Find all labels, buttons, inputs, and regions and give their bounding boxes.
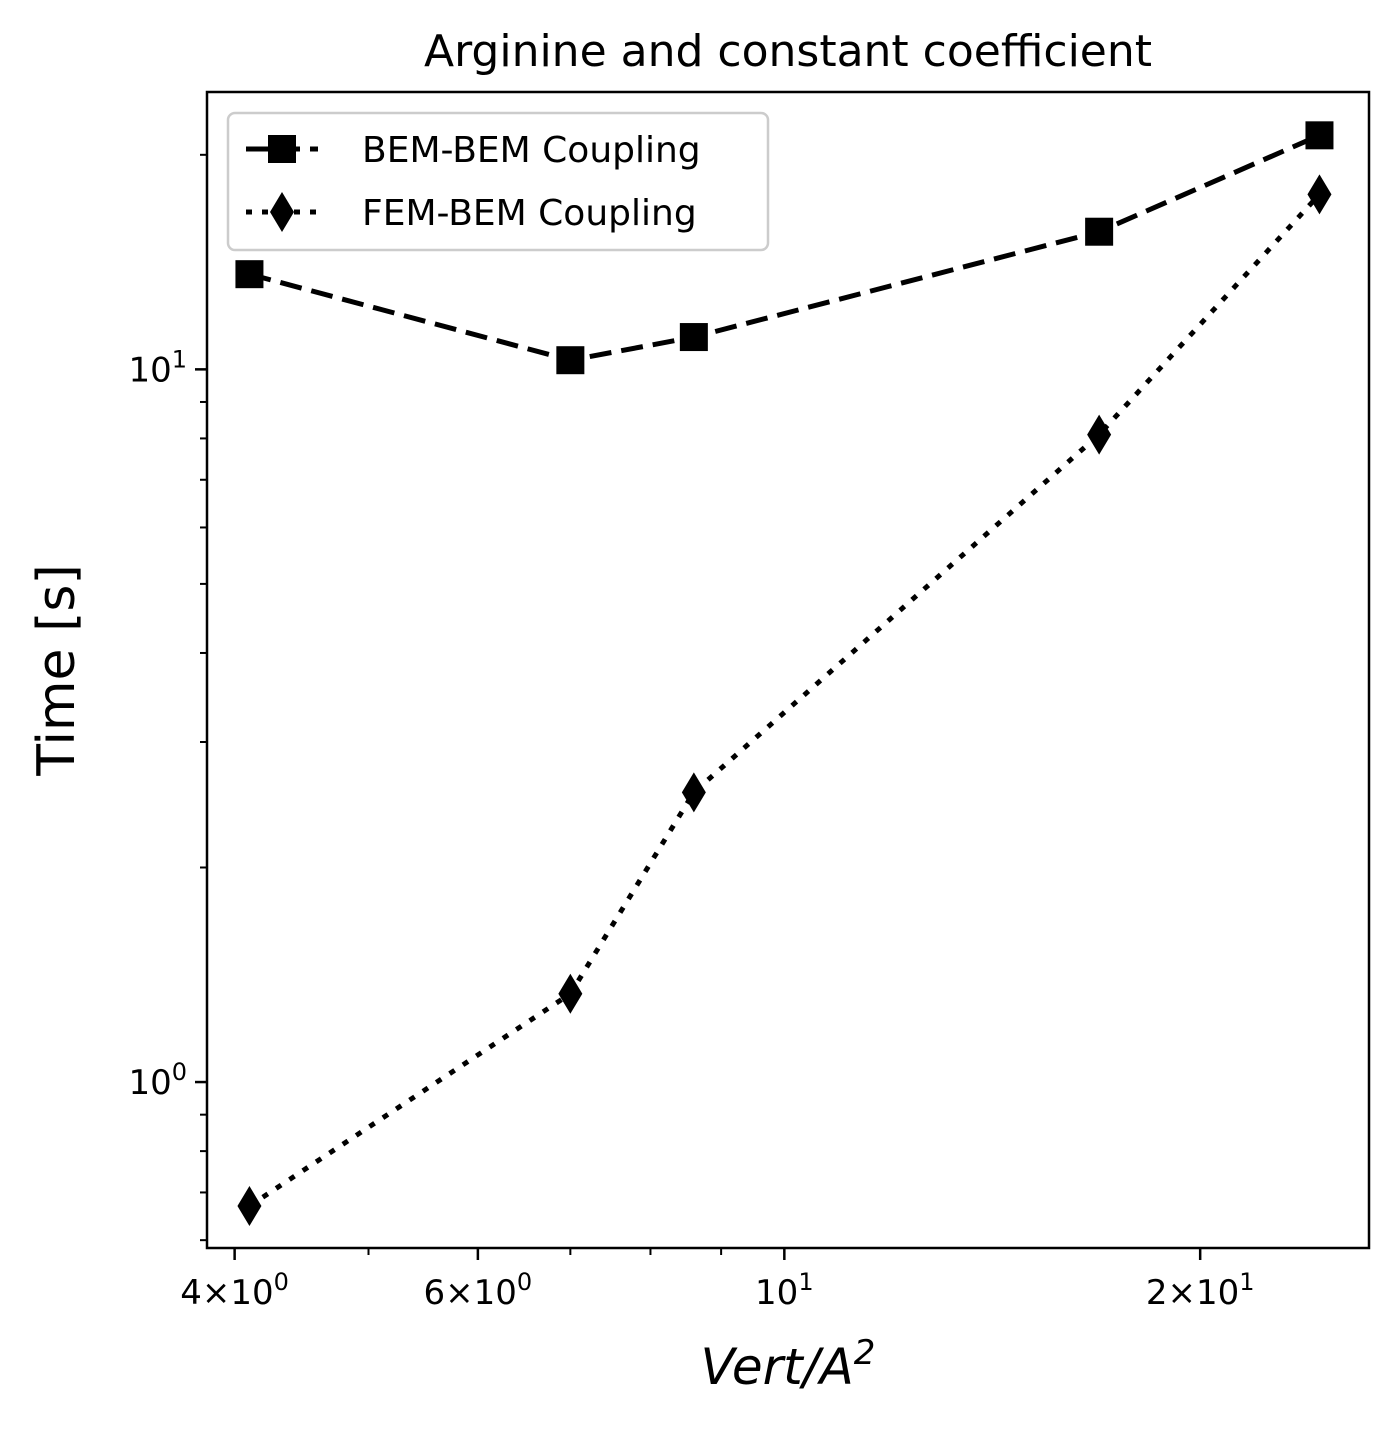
- data-point-diamond: [558, 973, 583, 1014]
- y-tick-label: 101: [128, 345, 187, 390]
- legend-marker-diamond: [270, 192, 294, 232]
- data-point-diamond: [1307, 174, 1332, 215]
- x-tick-label: 6×100: [424, 1268, 533, 1313]
- data-point-square: [1305, 121, 1334, 150]
- plot-series: [235, 121, 1334, 1227]
- legend-label-2: FEM-BEM Coupling: [362, 193, 697, 234]
- x-axis-ticks: 4×100 6×100 101 2×101: [180, 1248, 1255, 1313]
- x-tick-label: 101: [755, 1268, 814, 1313]
- data-point-diamond: [681, 772, 706, 813]
- data-point-square: [235, 260, 264, 289]
- y-axis-ticks: 100 101: [128, 153, 207, 1242]
- data-point-square: [556, 346, 585, 375]
- series-line-2: [248, 192, 1322, 1209]
- plot-frame: [205, 90, 1371, 1250]
- data-point-diamond: [237, 1186, 262, 1227]
- x-axis-label: Vert/A2: [701, 1333, 876, 1396]
- legend-marker-square: [268, 135, 296, 163]
- legend-box: [226, 111, 770, 252]
- data-point-square: [679, 323, 708, 352]
- x-tick-label: 2×101: [1146, 1268, 1255, 1313]
- x-tick-label: 4×100: [180, 1268, 289, 1313]
- data-point-diamond: [1087, 414, 1112, 455]
- y-tick-label: 100: [128, 1058, 187, 1103]
- chart-title: Arginine and constant coefficient: [424, 26, 1152, 77]
- legend: BEM-BEM Coupling FEM-BEM Coupling: [226, 111, 770, 252]
- y-axis-label: Time [s]: [27, 564, 87, 776]
- legend-label-1: BEM-BEM Coupling: [362, 130, 701, 171]
- data-point-square: [1085, 217, 1114, 246]
